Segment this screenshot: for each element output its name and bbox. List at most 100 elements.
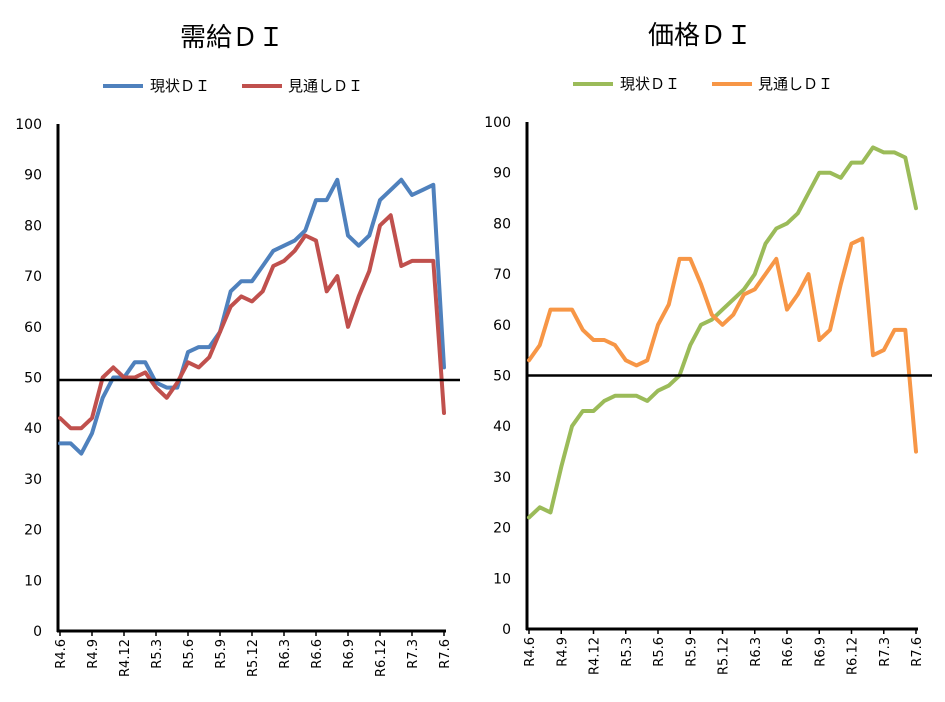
data-point-series-2 [346, 325, 350, 329]
data-point-series-1 [645, 399, 649, 403]
data-point-series-2 [882, 348, 886, 352]
data-point-series-1 [624, 394, 628, 398]
data-point-series-2 [207, 355, 211, 359]
x-tick-label: R7.3 [406, 639, 421, 669]
data-point-series-2 [527, 358, 531, 362]
data-point-series-2 [165, 396, 169, 400]
data-point-series-2 [250, 299, 254, 304]
data-point-series-1 [79, 451, 83, 456]
data-point-series-1 [656, 389, 660, 393]
data-point-series-2 [229, 304, 233, 309]
x-tick-label: R6.6 [781, 637, 796, 667]
legend-label: 見通しＤＩ [758, 75, 833, 93]
data-point-series-2 [197, 365, 201, 369]
data-point-series-2 [122, 375, 126, 380]
data-point-series-1 [860, 160, 864, 165]
y-tick-label: 0 [502, 622, 511, 638]
data-point-series-2 [656, 323, 660, 327]
data-point-series-1 [796, 211, 800, 215]
data-point-series-2 [591, 338, 596, 342]
data-point-series-1 [538, 505, 542, 509]
data-point-series-2 [389, 213, 393, 217]
data-point-series-1 [763, 242, 768, 246]
data-point-series-1 [527, 515, 531, 520]
y-tick-label: 80 [24, 218, 42, 234]
data-point-series-1 [828, 171, 832, 175]
y-tick-label: 30 [493, 470, 511, 486]
data-point-series-2 [828, 328, 832, 332]
data-point-series-2 [548, 307, 553, 312]
data-point-series-1 [335, 178, 339, 182]
data-point-series-2 [79, 426, 83, 430]
data-point-series-1 [165, 386, 169, 390]
x-tick-label: R6.12 [846, 637, 861, 675]
x-tick-label: R4.6 [523, 637, 538, 667]
data-point-series-2 [892, 328, 897, 332]
data-point-series-1 [69, 441, 73, 446]
data-point-series-2 [538, 343, 542, 347]
data-point-series-1 [207, 345, 211, 349]
data-point-series-1 [753, 272, 757, 276]
data-point-series-2 [90, 416, 94, 420]
data-point-series-1 [431, 183, 435, 187]
x-tick-label: R4.6 [54, 639, 69, 669]
data-point-series-2 [613, 343, 617, 347]
data-point-series-2 [903, 328, 907, 332]
data-point-series-2 [581, 328, 585, 332]
data-point-series-2 [849, 242, 854, 246]
data-point-series-1 [871, 145, 875, 149]
data-point-series-1 [785, 221, 789, 225]
data-point-series-1 [293, 239, 297, 243]
data-point-series-2 [421, 259, 425, 263]
legend-label: 現状ＤＩ [620, 75, 680, 93]
data-point-series-1 [548, 510, 553, 514]
data-point-series-2 [742, 292, 746, 296]
x-tick-label: R6.9 [813, 637, 828, 667]
data-point-series-2 [634, 363, 639, 367]
x-tick-label: R5.6 [652, 637, 667, 667]
x-tick-label: R7.3 [878, 637, 893, 667]
data-point-series-1 [774, 226, 778, 231]
data-point-series-2 [218, 330, 222, 334]
data-point-series-2 [293, 249, 297, 253]
data-point-series-2 [699, 282, 703, 286]
y-tick-label: 40 [493, 419, 511, 435]
data-point-series-2 [796, 292, 800, 296]
data-point-series-2 [399, 264, 403, 268]
data-point-series-1 [197, 345, 201, 349]
x-tick-label: R5.3 [620, 637, 635, 667]
data-point-series-1 [731, 297, 735, 302]
data-point-series-1 [143, 360, 147, 364]
data-point-series-2 [325, 289, 329, 293]
y-tick-label: 10 [493, 571, 511, 587]
x-tick-label: R5.9 [684, 637, 699, 667]
data-point-series-1 [613, 394, 617, 398]
data-point-series-1 [186, 350, 190, 354]
data-point-series-1 [591, 409, 596, 413]
data-point-series-1 [442, 365, 446, 369]
chart-panel-1: 需給ＤＩ 現状ＤＩ 見通しＤＩ 0 10 20 30 40 50 60 70 80 90 100 R4.6 R… [15, 23, 460, 677]
data-point-series-2 [763, 272, 768, 276]
y-tick-label: 80 [493, 216, 511, 232]
data-point-series-2 [602, 338, 606, 342]
data-point-series-2 [914, 449, 918, 454]
x-tick-label: R6.3 [278, 639, 293, 669]
x-tick-label: R5.9 [214, 639, 229, 669]
y-tick-label: 40 [24, 421, 42, 437]
data-point-series-1 [303, 228, 307, 233]
data-point-series-1 [839, 176, 843, 180]
y-tick-label: 60 [24, 320, 42, 336]
x-tick-label: R5.3 [150, 639, 165, 669]
data-point-series-1 [699, 323, 703, 327]
y-tick-label: 0 [33, 624, 42, 640]
chart-title: 価格ＤＩ [648, 21, 752, 51]
y-tick-label: 100 [15, 117, 42, 133]
y-tick-label: 90 [493, 166, 511, 182]
data-point-series-2 [303, 233, 307, 238]
data-point-series-1 [806, 191, 811, 195]
chart-panel-2: 価格ＤＩ 現状ＤＩ 見通しＤＩ 0 10 20 30 40 50 60 70 80 90 100 R4.6 R… [484, 21, 932, 675]
data-point-series-1 [367, 233, 371, 238]
data-point-series-2 [111, 365, 115, 369]
data-point-series-2 [570, 307, 574, 312]
y-tick-label: 90 [24, 168, 42, 184]
